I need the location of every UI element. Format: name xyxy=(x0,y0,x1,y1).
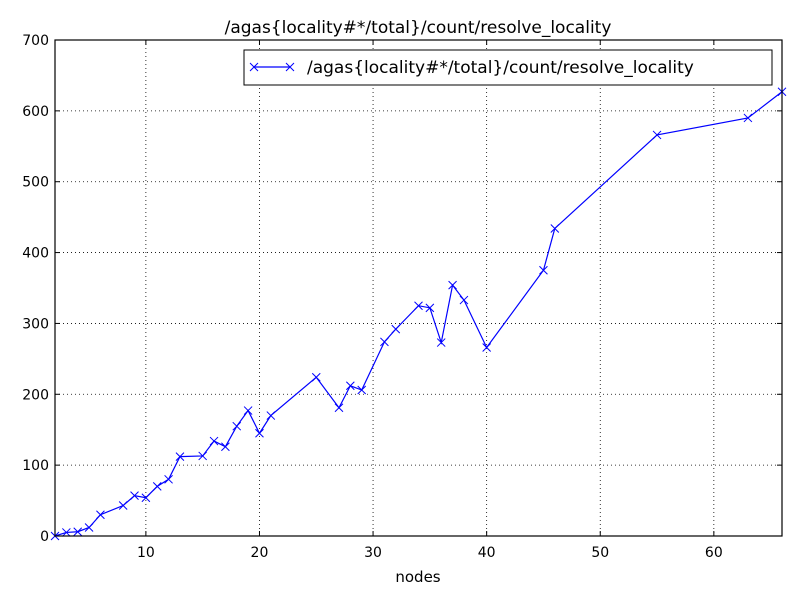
x-tick-label: 40 xyxy=(478,545,496,561)
data-point-x-marker xyxy=(266,411,276,420)
legend-label: /agas{locality#*/total}/count/resolve_lo… xyxy=(307,58,694,78)
x-tick-label: 50 xyxy=(591,545,609,561)
data-point-x-marker xyxy=(743,113,753,123)
legend-box xyxy=(243,49,773,86)
data-point-x-marker xyxy=(141,493,151,503)
data-point-x-marker xyxy=(482,343,492,352)
data-point-x-marker xyxy=(198,451,208,461)
legend: /agas{locality#*/total}/count/resolve_lo… xyxy=(243,49,773,86)
data-point-x-marker xyxy=(221,442,230,452)
data-point-x-marker xyxy=(118,501,128,510)
x-tick-label: 20 xyxy=(251,545,269,561)
data-point-x-marker xyxy=(436,338,446,347)
data-point-x-marker xyxy=(539,265,548,275)
data-point-x-marker xyxy=(164,474,173,484)
data-point-x-marker xyxy=(652,130,662,140)
series-line xyxy=(54,91,783,537)
data-point-x-marker xyxy=(243,406,253,415)
data-point-x-marker xyxy=(391,324,401,334)
x-tick-label: 10 xyxy=(137,545,155,561)
y-tick-label: 200 xyxy=(22,387,49,403)
data-point-x-marker xyxy=(380,337,389,347)
data-point-x-marker xyxy=(130,491,139,500)
x-tick-label: 30 xyxy=(364,545,382,561)
data-point-x-marker xyxy=(62,528,71,537)
y-tick-label: 0 xyxy=(40,529,49,545)
data-point-x-marker xyxy=(357,385,367,395)
x-tick-label: 60 xyxy=(705,545,723,561)
data-series xyxy=(50,87,787,541)
data-point-x-marker xyxy=(84,523,94,532)
data-point-x-marker xyxy=(96,510,105,520)
data-point-x-marker xyxy=(209,436,219,446)
data-point-x-marker xyxy=(459,295,469,305)
data-point-x-marker xyxy=(414,301,423,311)
data-point-x-marker xyxy=(73,527,83,537)
data-point-x-marker xyxy=(311,372,321,382)
legend-marker-x-icon xyxy=(249,62,295,72)
plot-frame xyxy=(54,39,783,537)
data-point-x-marker xyxy=(345,381,355,391)
data-point-x-marker xyxy=(175,452,185,461)
data-point-x-marker xyxy=(232,421,242,431)
data-point-x-marker xyxy=(152,482,162,491)
data-point-x-marker xyxy=(448,280,457,290)
y-tick-label: 600 xyxy=(22,104,49,120)
data-point-x-marker xyxy=(334,403,344,413)
data-point-x-marker xyxy=(425,303,435,313)
y-tick-label: 700 xyxy=(22,33,49,49)
y-tick-label: 400 xyxy=(22,246,49,262)
data-point-x-marker xyxy=(550,224,560,233)
chart-title: /agas{locality#*/total}/count/resolve_lo… xyxy=(225,18,612,38)
x-axis-label: nodes xyxy=(395,568,440,586)
data-point-x-marker xyxy=(255,428,264,438)
y-tick-label: 300 xyxy=(22,316,49,332)
y-tick-label: 100 xyxy=(22,458,49,474)
grid-lines xyxy=(55,40,782,536)
y-tick-label: 500 xyxy=(22,175,49,191)
